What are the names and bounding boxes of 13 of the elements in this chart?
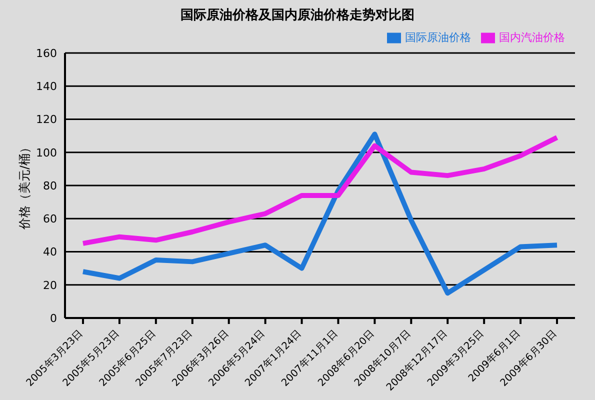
legend-label: 国内汽油价格 <box>499 31 565 44</box>
y-axis-title: 价格（美元/桶） <box>17 141 32 231</box>
y-tick-label: 40 <box>43 246 57 259</box>
y-tick-label: 120 <box>36 113 57 126</box>
y-tick-label: 100 <box>36 146 57 160</box>
legend-label: 国际原油价格 <box>405 31 471 44</box>
y-tick-label: 0 <box>50 312 57 325</box>
y-tick-label: 80 <box>43 179 57 192</box>
y-tick-label: 140 <box>36 80 57 94</box>
y-tick-label: 160 <box>36 46 57 60</box>
chart-title: 国际原油价格及国内原油价格走势对比图 <box>180 7 416 24</box>
y-tick-label: 20 <box>43 278 57 292</box>
y-tick-label: 60 <box>43 212 57 226</box>
